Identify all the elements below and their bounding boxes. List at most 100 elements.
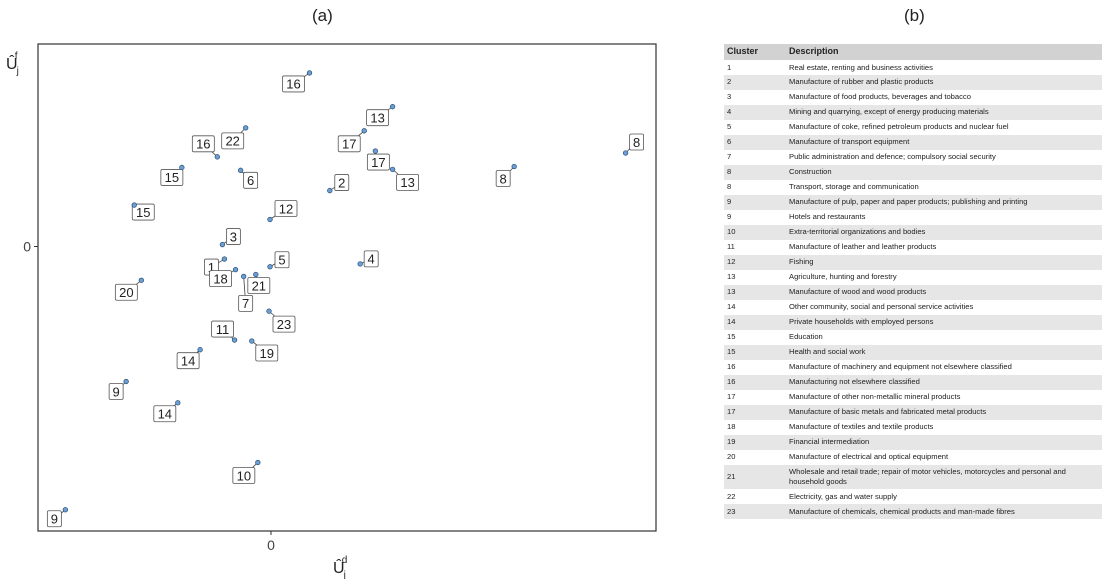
point-label: 3	[230, 229, 237, 244]
table-row: 8 Transport, storage and communication	[724, 179, 1102, 195]
point-label-box	[495, 170, 511, 187]
point-label: 8	[500, 171, 507, 186]
point-label: 12	[279, 201, 293, 216]
description-cell: Manufacturing not elsewhere classified	[786, 374, 1102, 390]
point-label-box	[247, 277, 271, 294]
description-cell: Manufacture of basic metals and fabricat…	[786, 404, 1102, 420]
table-row: 4 Mining and quarrying, except of energy …	[724, 104, 1102, 120]
point-label-box	[396, 173, 419, 191]
point-label-box	[131, 203, 155, 221]
table-row: 23 Manufacture of chemicals, chemical pro…	[724, 504, 1102, 520]
cluster-cell: 14	[724, 314, 786, 330]
description-cell: Other community, social and personal ser…	[786, 299, 1102, 315]
description-cell: Wholesale and retail trade; repair of mo…	[786, 464, 1102, 490]
cluster-cell: 19	[724, 434, 786, 450]
cluster-cell: 22	[724, 489, 786, 505]
description-cell: Manufacture of rubber and plastic produc…	[786, 74, 1102, 90]
point-label-box	[629, 133, 645, 151]
table-row: 18 Manufacture of textiles and textile pr…	[724, 419, 1102, 435]
y-tick-label: 0	[23, 239, 31, 255]
cluster-cell: 10	[724, 224, 786, 240]
cluster-cell: 21	[724, 464, 786, 490]
cluster-cell: 11	[724, 239, 786, 255]
cluster-cell: 7	[724, 149, 786, 165]
description-cell: Manufacture of coke, refined petroleum p…	[786, 119, 1102, 135]
description-cell: Hotels and restaurants	[786, 209, 1102, 225]
point-label: 5	[278, 253, 285, 268]
description-cell: Manufacture of chemicals, chemical produ…	[786, 504, 1102, 520]
cluster-cell: 8	[724, 164, 786, 180]
data-point	[389, 166, 396, 173]
point-label: 9	[51, 512, 58, 527]
point-label-box	[176, 352, 200, 370]
point-label: 17	[371, 155, 385, 170]
point-label: 19	[260, 346, 274, 361]
point-label-box	[153, 405, 177, 423]
data-point	[253, 271, 259, 278]
table-row: 12 Fishing	[724, 254, 1102, 270]
point-label: 14	[158, 407, 172, 422]
table-row: 7 Public administration and defence; comp…	[724, 149, 1102, 165]
cluster-cell: 14	[724, 299, 786, 315]
point-label: 7	[242, 296, 249, 311]
cluster-cell: 23	[724, 504, 786, 520]
cluster-cell: 4	[724, 104, 786, 120]
point-label: 17	[342, 137, 356, 152]
description-cell: Private households with employed persons	[786, 314, 1102, 330]
point-label: 16	[286, 77, 300, 92]
point-label-box	[108, 383, 124, 400]
data-point	[219, 241, 226, 248]
cluster-cell: 16	[724, 374, 786, 390]
data-point	[231, 337, 238, 343]
table-row: 6 Manufacture of transport equipment	[724, 134, 1102, 150]
cluster-cell: 20	[724, 449, 786, 465]
description-cell: Manufacture of other non-metallic minera…	[786, 389, 1102, 405]
point-label: 13	[400, 175, 414, 190]
data-point	[306, 70, 313, 76]
description-cell: Mining and quarrying, except of energy p…	[786, 104, 1102, 120]
data-point	[131, 202, 137, 208]
description-cell: Manufacture of pulp, paper and paper pro…	[786, 194, 1102, 210]
point-label-box	[363, 250, 379, 268]
table-row: 20 Manufacture of electrical and optical …	[724, 449, 1102, 465]
table-row: 3 Manufacture of food products, beverages…	[724, 89, 1102, 105]
data-point	[389, 104, 396, 110]
cluster-legend-table: Cluster Description 1 Real estate, renting…	[724, 44, 1102, 520]
data-point	[361, 128, 367, 134]
description-cell: Manufacture of wood and wood products	[786, 284, 1102, 300]
description-cell: Electricity, gas and water supply	[786, 489, 1102, 505]
x-tick-label: 0	[267, 537, 275, 553]
data-point	[267, 264, 273, 270]
description-cell: Real estate, renting and business activi…	[786, 60, 1102, 75]
data-point	[372, 148, 379, 154]
x-axis-label: Ûjd	[333, 555, 347, 579]
cluster-cell: 9	[724, 209, 786, 225]
table-row: 16 Manufacture of machinery and equipment…	[724, 359, 1102, 375]
point-label: 6	[247, 173, 254, 188]
table-row: 1 Real estate, renting and business activ…	[724, 60, 1102, 75]
point-label: 4	[368, 252, 375, 267]
column-header-description: Description	[786, 44, 1102, 60]
data-point	[237, 167, 244, 173]
data-point	[622, 150, 629, 156]
point-label: 15	[165, 170, 179, 185]
legend-table-body: 1 Real estate, renting and business activ…	[724, 60, 1102, 520]
cluster-cell: 17	[724, 389, 786, 405]
point-label-box	[209, 270, 232, 288]
cluster-cell: 15	[724, 329, 786, 345]
point-label-box	[366, 153, 390, 171]
point-label: 22	[225, 134, 239, 149]
legend-table-header: Cluster Description	[724, 44, 1102, 60]
panel-b-title: (b)	[904, 6, 925, 25]
panel-a-title: (a)	[312, 6, 333, 25]
data-point	[175, 400, 181, 406]
table-row: 9 Manufacture of pulp, paper and paper pr…	[724, 194, 1102, 210]
point-label: 11	[216, 322, 230, 337]
point-label-box	[334, 174, 350, 191]
cluster-cell: 6	[724, 134, 786, 150]
table-row: 13 Agriculture, hunting and forestry	[724, 269, 1102, 285]
table-row: 21 Wholesale and retail trade; repair of …	[724, 464, 1102, 490]
data-point	[327, 187, 333, 194]
point-label-box	[46, 510, 62, 528]
description-cell: Construction	[786, 164, 1102, 180]
